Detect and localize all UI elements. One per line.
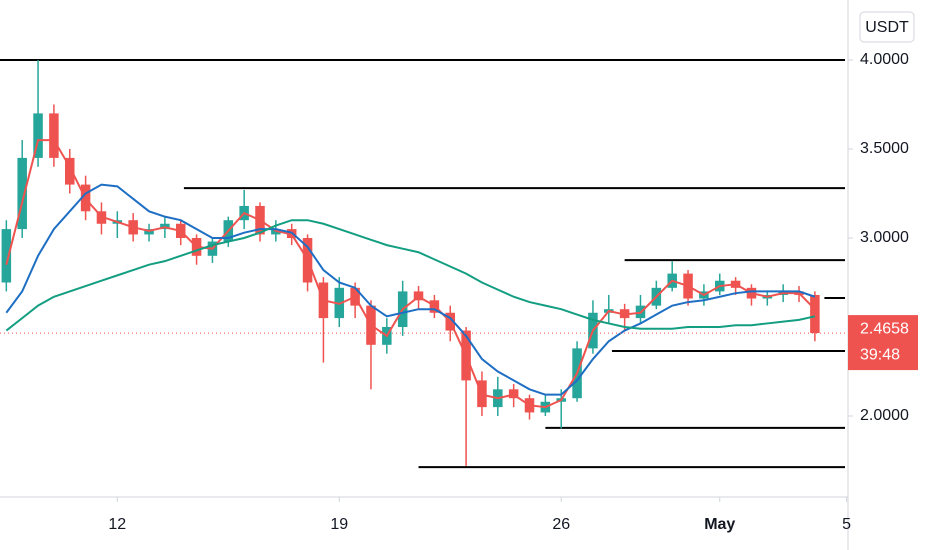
moving-average xyxy=(5,219,816,332)
candle-body xyxy=(33,113,43,158)
candle-body xyxy=(810,294,820,334)
y-tick-label: 3.5000 xyxy=(860,140,909,157)
last-price-label: 2.4658 xyxy=(860,320,909,337)
y-tick-label: 2.0000 xyxy=(860,407,909,424)
moving-average xyxy=(5,183,816,396)
last-price-box xyxy=(848,315,918,371)
candle-body xyxy=(49,113,59,158)
candle-body xyxy=(17,157,27,230)
x-tick-label: 19 xyxy=(330,516,348,533)
currency-label[interactable]: USDT xyxy=(865,19,909,36)
y-tick-label: 4.0000 xyxy=(860,51,909,68)
x-tick-label: 12 xyxy=(108,516,126,533)
x-tick-label: 5 xyxy=(842,516,851,533)
currency-box[interactable] xyxy=(859,11,915,43)
countdown-label: 39:48 xyxy=(860,346,900,363)
y-tick-label: 3.0000 xyxy=(860,229,909,246)
x-tick-label: 26 xyxy=(552,516,570,533)
moving-average xyxy=(5,139,816,409)
candle-body xyxy=(65,157,75,185)
x-tick-label: May xyxy=(704,516,735,533)
candle-body xyxy=(1,229,12,283)
